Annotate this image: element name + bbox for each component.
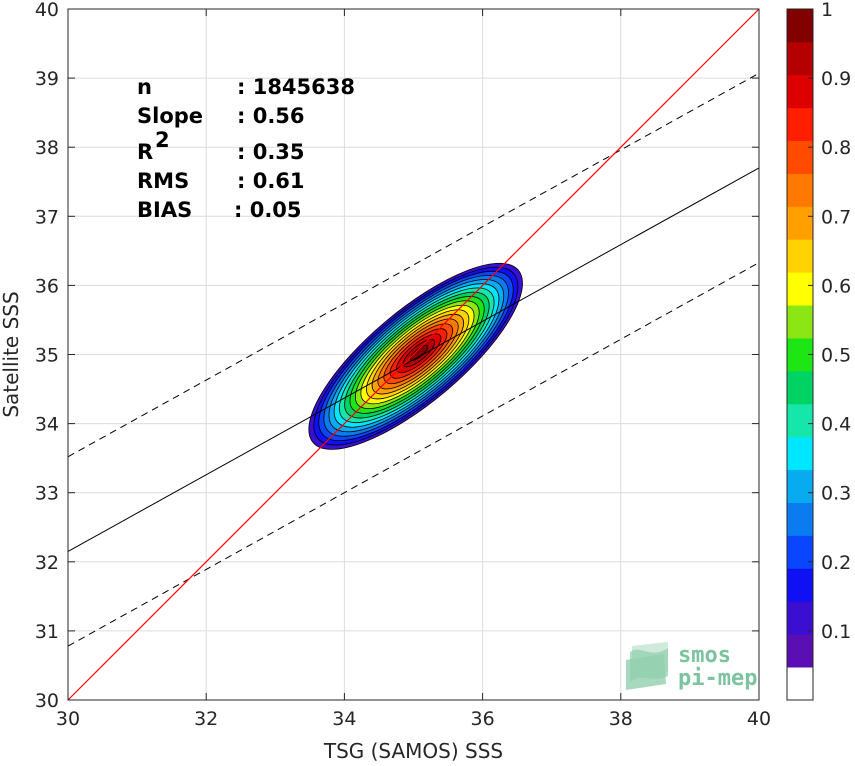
colorbar-tick-labels: 0.1 0.2 0.3 0.4 0.5 0.6 0.7 0.8 0.9 1	[821, 0, 851, 643]
stat-value: : 0.05	[234, 198, 302, 222]
colorbar-tick-label: 0.2	[821, 552, 851, 574]
y-tick-label: 36	[35, 275, 59, 297]
y-axis-label: Satellite SSS	[0, 291, 23, 417]
logo-text-smos: smos	[678, 643, 731, 668]
x-tick-label: 34	[332, 708, 356, 730]
colorbar-tick-label: 0.8	[821, 137, 851, 159]
colorbar-tick-label: 0.9	[821, 68, 851, 90]
y-tick-label: 38	[35, 137, 59, 159]
colorbar-swatch	[787, 667, 813, 701]
grid-lines	[67, 8, 760, 701]
colorbar-swatch	[787, 9, 813, 43]
smos-pimep-logo: smos pi-mep	[626, 642, 757, 691]
colorbar-swatch	[787, 535, 813, 569]
stat-value: : 0.35	[237, 140, 305, 164]
colorbar-swatch	[787, 568, 813, 602]
colorbar-swatch	[787, 173, 813, 207]
x-tick-label: 38	[609, 708, 633, 730]
stat-value: : 0.56	[237, 104, 305, 128]
colorbar-swatch	[787, 601, 813, 635]
y-tick-label: 34	[35, 414, 59, 436]
y-tick-label: 39	[35, 68, 59, 90]
colorbar-swatch	[787, 436, 813, 471]
density-contours	[308, 262, 523, 450]
colorbar-swatch	[787, 634, 813, 668]
colorbar-swatch	[787, 305, 813, 339]
stat-label: R	[137, 140, 153, 164]
stat-label: BIAS	[137, 198, 192, 222]
colorbar-swatch	[787, 370, 813, 405]
y-tick-label: 30	[35, 690, 59, 712]
colorbar-swatch	[787, 403, 813, 438]
stat-superscript: 2	[155, 128, 170, 152]
stat-label: Slope	[137, 104, 203, 128]
fit-lines	[67, 8, 760, 701]
stat-label: n	[137, 75, 152, 99]
y-tick-labels: 30 31 32 33 34 35 36 37 38 39 40	[35, 0, 59, 712]
colorbar	[786, 8, 814, 701]
stat-value: : 0.61	[237, 169, 305, 193]
axes	[67, 8, 760, 701]
x-tick-label: 30	[56, 708, 80, 730]
identity-line	[67, 8, 760, 701]
colorbar-swatch	[787, 41, 813, 76]
y-tick-label: 35	[35, 345, 59, 367]
logo-waves-icon	[626, 642, 668, 690]
regression-line	[67, 167, 760, 552]
colorbar-tick-label: 0.1	[821, 621, 851, 643]
colorbar-swatch	[787, 239, 813, 273]
colorbar-swatch	[787, 140, 813, 174]
colorbar-tick-label: 0.3	[821, 483, 851, 505]
x-axis-label: TSG (SAMOS) SSS	[323, 739, 503, 763]
colorbar-tick-label: 0.7	[821, 206, 851, 228]
logo-text-pimep: pi-mep	[678, 666, 757, 691]
y-tick-label: 32	[35, 552, 59, 574]
stats-box: n : 1845638 Slope : 0.56 R 2 : 0.35 RMS : 0.61 BI…	[137, 75, 355, 222]
y-tick-label: 40	[35, 0, 59, 21]
colorbar-tick-label: 0.4	[821, 414, 851, 436]
colorbar-tick-label: 1	[821, 0, 833, 21]
y-tick-label: 33	[35, 483, 59, 505]
colorbar-swatch	[787, 74, 813, 109]
x-tick-label: 32	[194, 708, 218, 730]
x-tick-label: 40	[747, 708, 771, 730]
stat-label: RMS	[137, 169, 189, 193]
colorbar-swatch	[787, 107, 813, 142]
y-tick-label: 37	[35, 206, 59, 228]
colorbar-swatch	[787, 469, 813, 503]
colorbar-swatch	[787, 502, 813, 536]
colorbar-swatch	[787, 206, 813, 240]
colorbar-tick-label: 0.6	[821, 275, 851, 297]
x-tick-labels: 30 32 34 36 38 40	[56, 708, 771, 730]
colorbar-tick-label: 0.5	[821, 345, 851, 367]
y-tick-label: 31	[35, 621, 59, 643]
colorbar-swatch	[787, 272, 813, 306]
x-tick-label: 36	[471, 708, 495, 730]
stat-value: : 1845638	[237, 75, 355, 99]
